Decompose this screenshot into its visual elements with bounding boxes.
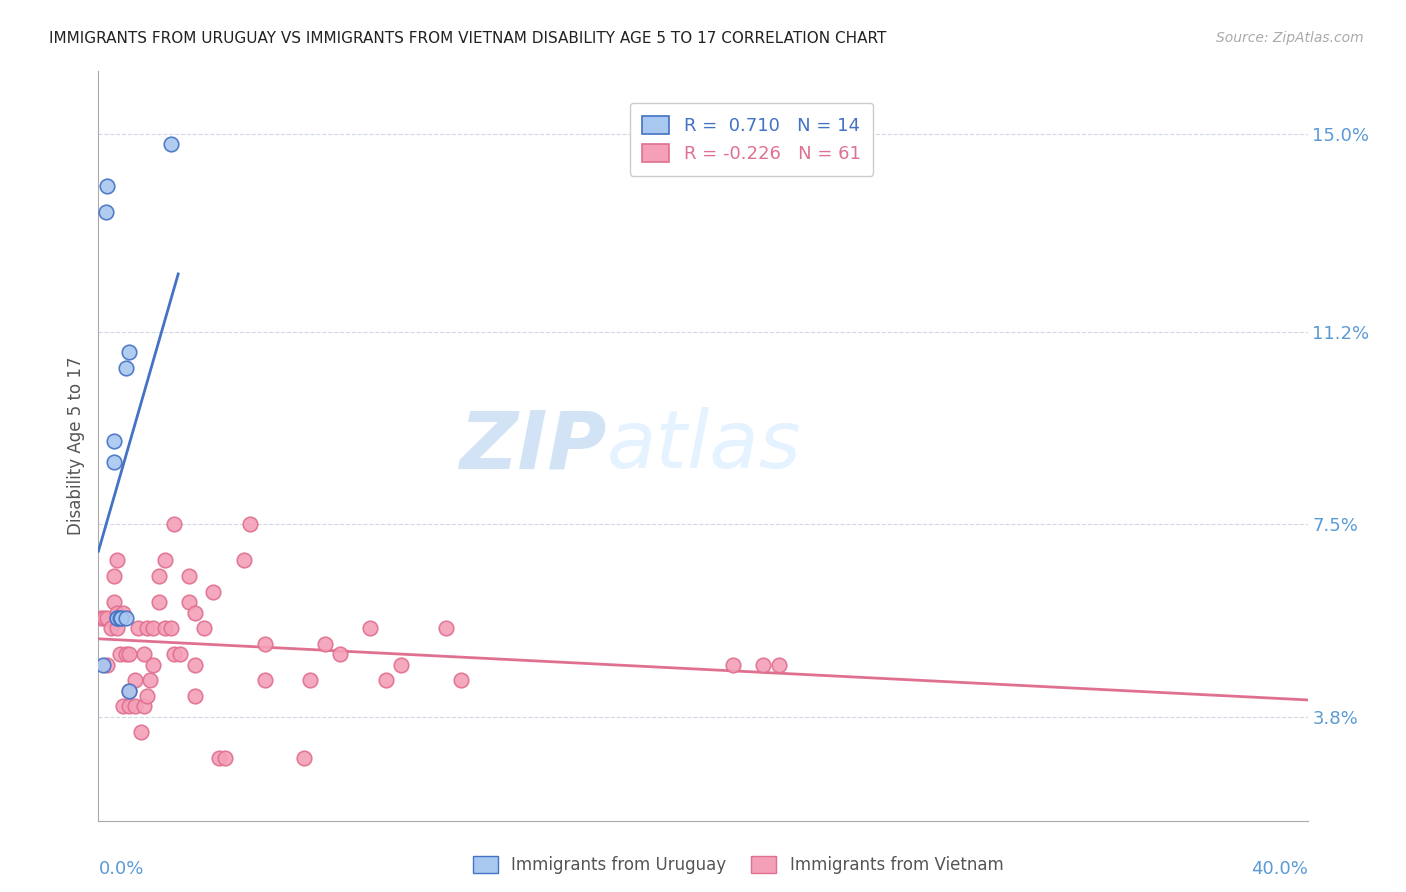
Point: [91, 657, 114, 672]
Point: [105, 611, 128, 625]
Point: [105, 621, 128, 635]
Point: [114, 361, 136, 376]
Point: [292, 751, 315, 765]
Point: [163, 517, 186, 532]
Point: [239, 517, 262, 532]
Point: [389, 657, 412, 672]
Point: [329, 647, 352, 661]
Text: ZIP: ZIP: [458, 407, 606, 485]
Point: [142, 657, 165, 672]
Y-axis label: Disability Age 5 to 17: Disability Age 5 to 17: [66, 357, 84, 535]
Text: 40.0%: 40.0%: [1251, 860, 1308, 878]
Point: [94, 204, 117, 219]
Point: [103, 434, 125, 448]
Point: [96, 657, 118, 672]
Point: [374, 673, 396, 688]
Point: [214, 751, 236, 765]
Point: [118, 647, 141, 661]
Point: [118, 699, 141, 714]
Point: [752, 657, 775, 672]
Text: Source: ZipAtlas.com: Source: ZipAtlas.com: [1216, 31, 1364, 45]
Point: [142, 621, 165, 635]
Point: [103, 455, 125, 469]
Text: atlas: atlas: [606, 407, 801, 485]
Point: [118, 683, 141, 698]
Point: [193, 621, 215, 635]
Legend: R =  0.710   N = 14, R = -0.226   N = 61: R = 0.710 N = 14, R = -0.226 N = 61: [630, 103, 873, 176]
Legend: Immigrants from Uruguay, Immigrants from Vietnam: Immigrants from Uruguay, Immigrants from…: [472, 856, 1004, 874]
Point: [169, 647, 191, 661]
Point: [160, 137, 183, 152]
Point: [129, 725, 152, 739]
Point: [184, 689, 207, 703]
Point: [153, 621, 176, 635]
Point: [132, 647, 155, 661]
Point: [132, 699, 155, 714]
Point: [723, 657, 745, 672]
Point: [434, 621, 457, 635]
Point: [208, 751, 231, 765]
Point: [135, 689, 157, 703]
Point: [179, 569, 201, 583]
Text: IMMIGRANTS FROM URUGUAY VS IMMIGRANTS FROM VIETNAM DISABILITY AGE 5 TO 17 CORREL: IMMIGRANTS FROM URUGUAY VS IMMIGRANTS FR…: [49, 31, 887, 46]
Point: [253, 673, 276, 688]
Point: [114, 611, 136, 625]
Point: [93, 611, 115, 625]
Point: [90, 611, 112, 625]
Point: [314, 637, 336, 651]
Point: [202, 584, 225, 599]
Point: [105, 553, 128, 567]
Point: [118, 345, 141, 359]
Point: [114, 647, 136, 661]
Point: [118, 683, 141, 698]
Point: [124, 699, 146, 714]
Point: [110, 611, 132, 625]
Point: [253, 637, 276, 651]
Point: [127, 621, 149, 635]
Point: [153, 553, 176, 567]
Point: [105, 611, 128, 625]
Point: [100, 621, 122, 635]
Text: 0.0%: 0.0%: [98, 860, 143, 878]
Point: [184, 606, 207, 620]
Point: [139, 673, 162, 688]
Point: [179, 595, 201, 609]
Point: [768, 657, 790, 672]
Point: [163, 647, 186, 661]
Point: [160, 621, 183, 635]
Point: [103, 595, 125, 609]
Point: [108, 611, 131, 625]
Point: [96, 611, 118, 625]
Point: [124, 673, 146, 688]
Point: [111, 606, 134, 620]
Point: [450, 673, 472, 688]
Point: [135, 621, 157, 635]
Point: [232, 553, 254, 567]
Point: [148, 569, 170, 583]
Point: [184, 657, 207, 672]
Point: [148, 595, 170, 609]
Point: [299, 673, 322, 688]
Point: [103, 569, 125, 583]
Point: [111, 699, 134, 714]
Point: [360, 621, 382, 635]
Point: [96, 178, 118, 193]
Point: [105, 606, 128, 620]
Point: [108, 647, 131, 661]
